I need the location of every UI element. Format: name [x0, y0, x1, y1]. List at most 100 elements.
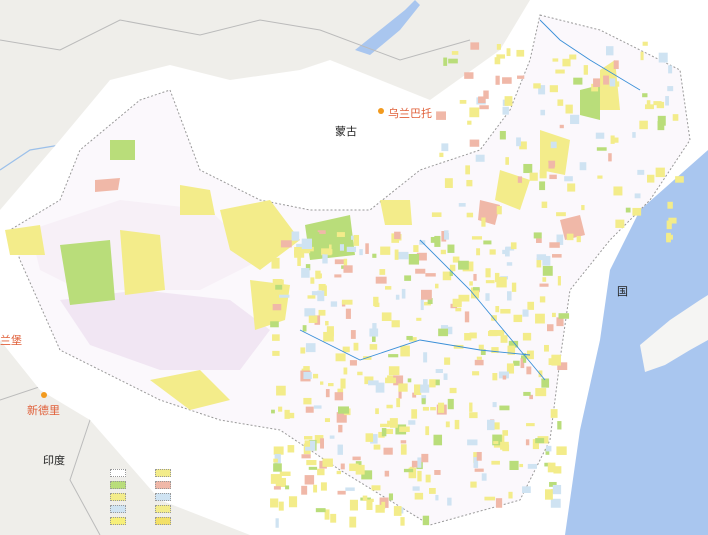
map-patch	[506, 262, 513, 266]
map-patch	[420, 299, 424, 311]
map-patch	[373, 444, 381, 450]
map-patch	[502, 77, 512, 84]
map-patch	[527, 301, 535, 310]
map-patch	[301, 238, 313, 250]
map-patch	[324, 509, 330, 520]
map-patch	[317, 290, 325, 302]
map-patch	[511, 282, 517, 292]
map-patch	[294, 247, 305, 258]
map-patch	[522, 309, 529, 317]
map-patch	[653, 101, 662, 106]
map-patch	[496, 206, 502, 215]
map-patch	[504, 247, 510, 257]
map-patch	[406, 335, 413, 340]
map-patch	[316, 273, 322, 279]
map-patch	[421, 289, 432, 300]
map-patch	[449, 264, 456, 272]
map-patch	[336, 232, 345, 237]
map-patch	[343, 265, 353, 273]
map-patch	[447, 497, 452, 506]
map-patch	[492, 402, 497, 408]
map-patch	[447, 398, 454, 410]
map-patch	[544, 462, 551, 467]
map-patch	[549, 481, 557, 487]
city-marker-new-delhi[interactable]	[41, 392, 47, 398]
map-patch	[502, 375, 507, 380]
map-patch	[523, 163, 533, 174]
yellow-patch	[5, 60, 620, 410]
map-patch	[311, 232, 320, 240]
map-patch	[365, 243, 369, 254]
map-patch	[493, 443, 503, 448]
map-patch	[341, 299, 353, 305]
map-patch	[374, 302, 380, 308]
map-patch	[496, 54, 506, 59]
map-patch	[329, 435, 335, 439]
map-patch	[535, 438, 545, 444]
map-patch	[326, 326, 334, 337]
map-patch	[613, 60, 619, 70]
map-patch	[476, 248, 481, 256]
map-patch	[371, 485, 381, 491]
map-patch	[330, 513, 337, 523]
map-patch	[593, 78, 601, 88]
map-patch	[556, 234, 564, 245]
map-patch	[609, 78, 616, 87]
map-patch	[505, 246, 515, 251]
map-patch	[470, 481, 477, 488]
map-patch	[300, 248, 311, 254]
map-patch	[378, 431, 385, 438]
map-patch	[605, 46, 614, 56]
map-patch	[493, 441, 499, 445]
map-patch	[553, 466, 562, 474]
map-patch	[434, 469, 441, 475]
map-patch	[325, 320, 329, 326]
map-patch	[472, 371, 480, 376]
map-patch	[525, 439, 530, 446]
map-patch	[393, 506, 402, 516]
map-patch	[542, 255, 551, 266]
map-patch	[495, 75, 500, 85]
map-patch	[424, 301, 431, 306]
map-patch	[301, 454, 311, 459]
map-patch	[591, 83, 599, 92]
map-patch	[555, 69, 565, 74]
map-patch	[557, 362, 568, 371]
map-patch	[368, 380, 379, 386]
map-patch	[336, 412, 347, 423]
map-patch	[466, 179, 473, 187]
map-patch	[483, 90, 489, 99]
map-patch	[539, 169, 547, 179]
map-patch	[403, 468, 414, 473]
map-patch	[549, 85, 558, 93]
map-patch	[389, 418, 398, 428]
map-patch	[313, 405, 322, 409]
map-patch	[352, 456, 361, 461]
map-patch	[667, 201, 673, 209]
map-patch	[399, 426, 410, 432]
map-patch	[340, 463, 345, 470]
map-patch	[469, 281, 473, 286]
map-patch	[394, 231, 401, 240]
map-patch	[485, 268, 491, 278]
map-patch	[322, 254, 328, 264]
map-patch	[542, 265, 553, 276]
rivers	[299, 19, 641, 381]
map-patch	[435, 283, 439, 289]
map-patch	[340, 378, 346, 389]
map-patch	[346, 246, 357, 252]
map-patch	[314, 435, 324, 444]
map-patch	[529, 394, 533, 400]
map-patch	[435, 494, 439, 501]
map-patch	[492, 434, 502, 446]
map-patch	[479, 105, 489, 110]
map-patch	[556, 317, 564, 327]
map-patch	[541, 201, 548, 208]
map-patch	[412, 392, 417, 398]
city-marker-ulaanbaatar[interactable]	[378, 108, 384, 114]
map-patch	[538, 85, 546, 95]
map-patch	[288, 412, 295, 419]
map-patch	[549, 242, 560, 248]
